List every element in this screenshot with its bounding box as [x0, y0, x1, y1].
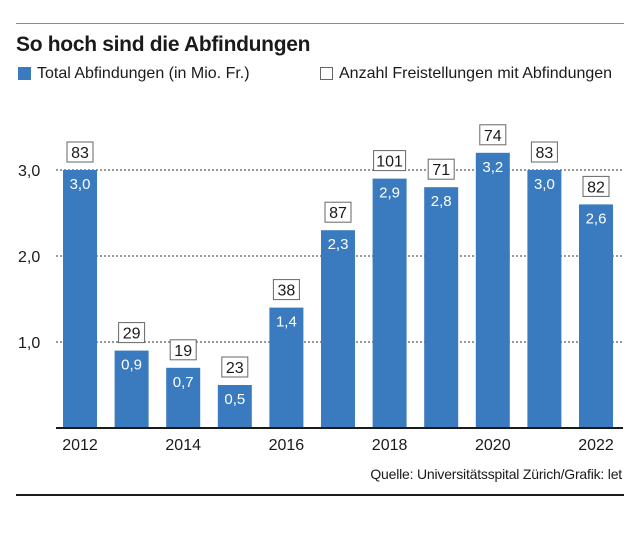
count-box	[479, 124, 507, 146]
bar-value-label: 2,9	[379, 185, 400, 202]
bar	[321, 230, 355, 428]
count-label: 38	[278, 283, 296, 300]
count-box	[221, 356, 249, 378]
y-tick-label: 2,0	[18, 249, 40, 266]
bar	[63, 170, 97, 428]
count-label: 29	[123, 326, 141, 343]
top-rule	[16, 23, 624, 24]
bar	[166, 367, 201, 428]
count-box	[530, 141, 558, 163]
bar	[217, 385, 252, 428]
count-box	[118, 322, 146, 344]
count-box	[272, 279, 300, 301]
source-note: Quelle: Universitätsspital Zürich/Grafik…	[370, 466, 622, 482]
count-label: 83	[71, 145, 89, 162]
legend-box-swatch	[320, 67, 333, 80]
bar-value-label: 3,2	[482, 159, 503, 176]
bar	[269, 307, 304, 428]
bar-value-label: 2,6	[586, 210, 607, 227]
x-tick-label: 2016	[269, 437, 305, 454]
bar	[372, 178, 407, 428]
legend-boxes: Anzahl Freistellungen mit Abfindungen	[320, 64, 620, 84]
x-tick-label: 2014	[165, 437, 201, 454]
legend-boxes-label: Anzahl Freistellungen mit Abfindungen	[339, 65, 613, 82]
count-label: 83	[536, 145, 554, 162]
count-box	[66, 141, 94, 163]
y-tick-label: 3,0	[18, 163, 40, 180]
count-label: 82	[587, 179, 605, 196]
chart-title: So hoch sind die Abfindungen	[16, 33, 311, 56]
bar	[579, 204, 613, 428]
count-label: 74	[484, 128, 502, 145]
bottom-rule	[16, 494, 624, 496]
bar	[527, 170, 562, 428]
legend-bar-swatch	[18, 67, 31, 80]
bar-value-label: 3,0	[534, 176, 555, 193]
bar-value-label: 2,3	[328, 236, 349, 253]
count-label: 23	[226, 360, 244, 377]
bar-value-label: 0,5	[224, 391, 245, 408]
legend-bars-label: Total Abfindungen (in Mio. Fr.)	[37, 65, 250, 82]
count-label: 19	[174, 343, 192, 360]
bar-value-label: 3,0	[70, 176, 91, 193]
count-box	[427, 158, 455, 180]
count-box	[582, 175, 610, 197]
bar	[114, 350, 149, 428]
count-box	[169, 339, 197, 361]
count-label: 101	[376, 154, 403, 171]
count-box	[324, 201, 352, 223]
x-tick-label: 2022	[578, 437, 614, 454]
count-label: 71	[432, 162, 450, 179]
bar-value-label: 0,9	[121, 357, 142, 374]
bar-value-label: 1,4	[276, 314, 297, 331]
y-tick-label: 1,0	[18, 335, 40, 352]
bar	[424, 187, 459, 428]
x-tick-label: 2012	[62, 437, 98, 454]
count-box	[373, 150, 407, 172]
legend-bars: Total Abfindungen (in Mio. Fr.)	[18, 64, 250, 84]
bar	[475, 152, 510, 429]
x-tick-label: 2018	[372, 437, 408, 454]
bar-value-label: 0,7	[173, 374, 194, 391]
count-label: 87	[329, 205, 347, 222]
x-tick-label: 2020	[475, 437, 511, 454]
bar-value-label: 2,8	[431, 193, 452, 210]
